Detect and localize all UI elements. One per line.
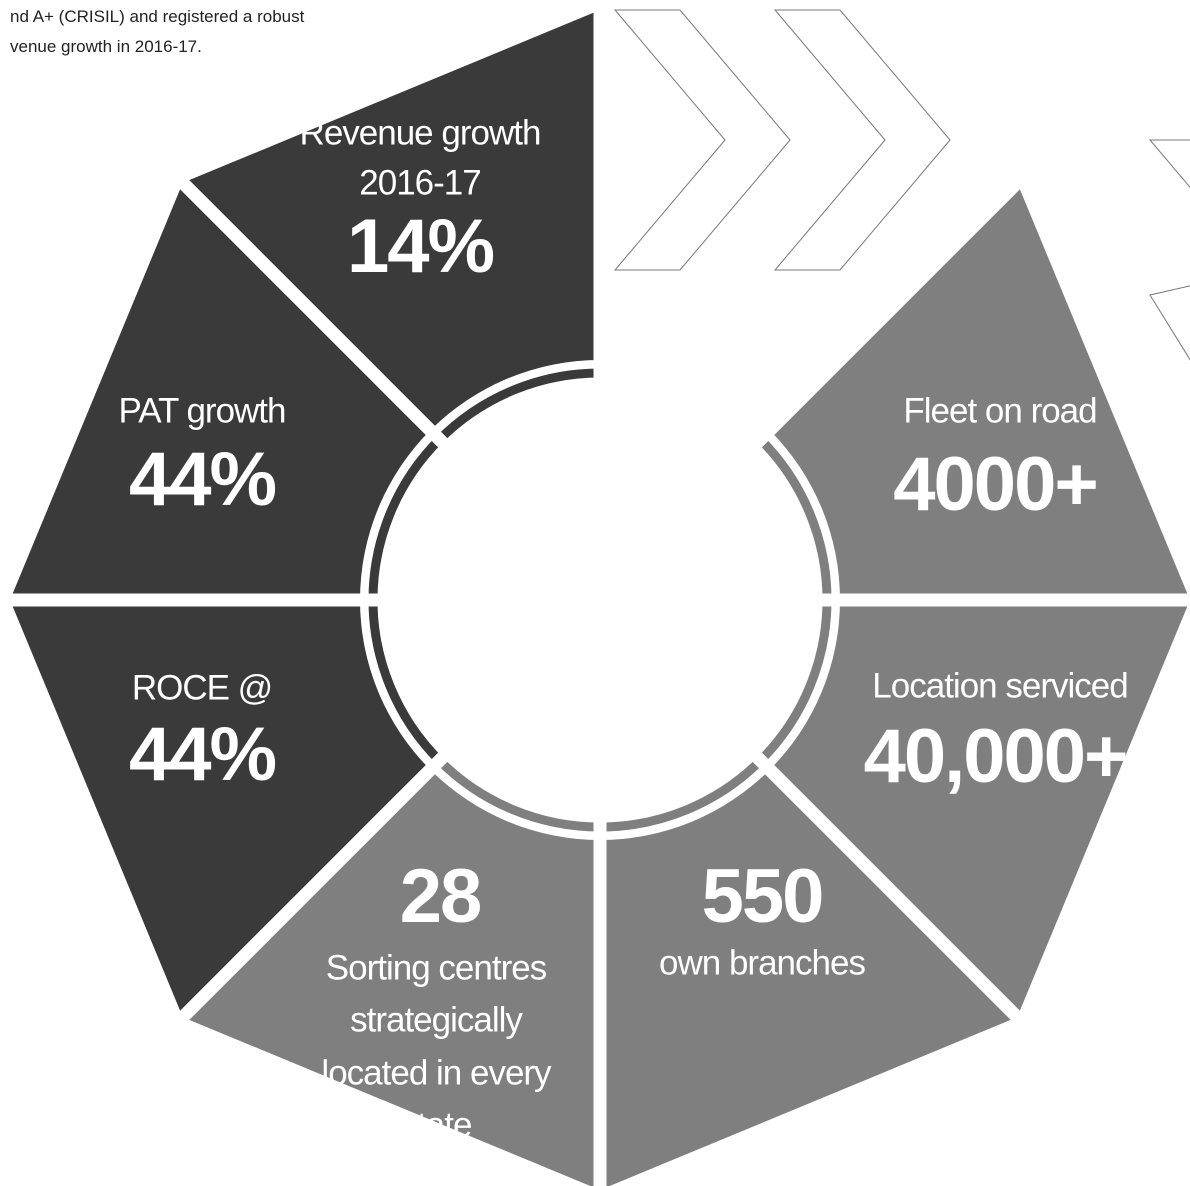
inner-arc — [757, 599, 832, 764]
segment-label: own branches — [659, 943, 865, 982]
inner-arc — [436, 757, 601, 832]
inner-arc — [757, 436, 832, 601]
inner-arc — [368, 436, 443, 601]
segment-value: 44% — [129, 437, 276, 522]
segment-value: 44% — [129, 712, 276, 797]
segment-label: Location serviced — [872, 666, 1127, 705]
inner-arc — [368, 599, 443, 764]
segment-value: 14% — [347, 204, 494, 289]
chevron — [1148, 139, 1190, 361]
hole — [384, 384, 816, 816]
intro-line: venue growth in 2016-17. — [10, 37, 202, 56]
segment-value: 28 — [400, 854, 481, 939]
segment-label: ROCE @ — [132, 668, 272, 707]
segment-value: 550 — [702, 854, 823, 939]
segment-label: located in every — [321, 1053, 552, 1092]
intro-line: nd A+ (CRISIL) and registered a robust — [10, 7, 305, 26]
chevron — [613, 9, 791, 271]
chevron — [773, 9, 951, 271]
segment-label: 2016-17 — [359, 163, 480, 202]
segment-label: Fleet on road — [903, 391, 1096, 430]
inner-arc — [436, 368, 601, 443]
inner-arc — [599, 757, 764, 832]
segment-value: 4000+ — [893, 442, 1096, 527]
segment-label: strategically — [350, 1000, 523, 1039]
segment-label: Sorting centres — [326, 948, 547, 987]
segment-value: 40,000+ — [864, 714, 1127, 799]
segment-label: state — [401, 1105, 472, 1144]
segment-label: Revenue growth — [300, 113, 541, 152]
segment-label: PAT growth — [118, 391, 285, 430]
